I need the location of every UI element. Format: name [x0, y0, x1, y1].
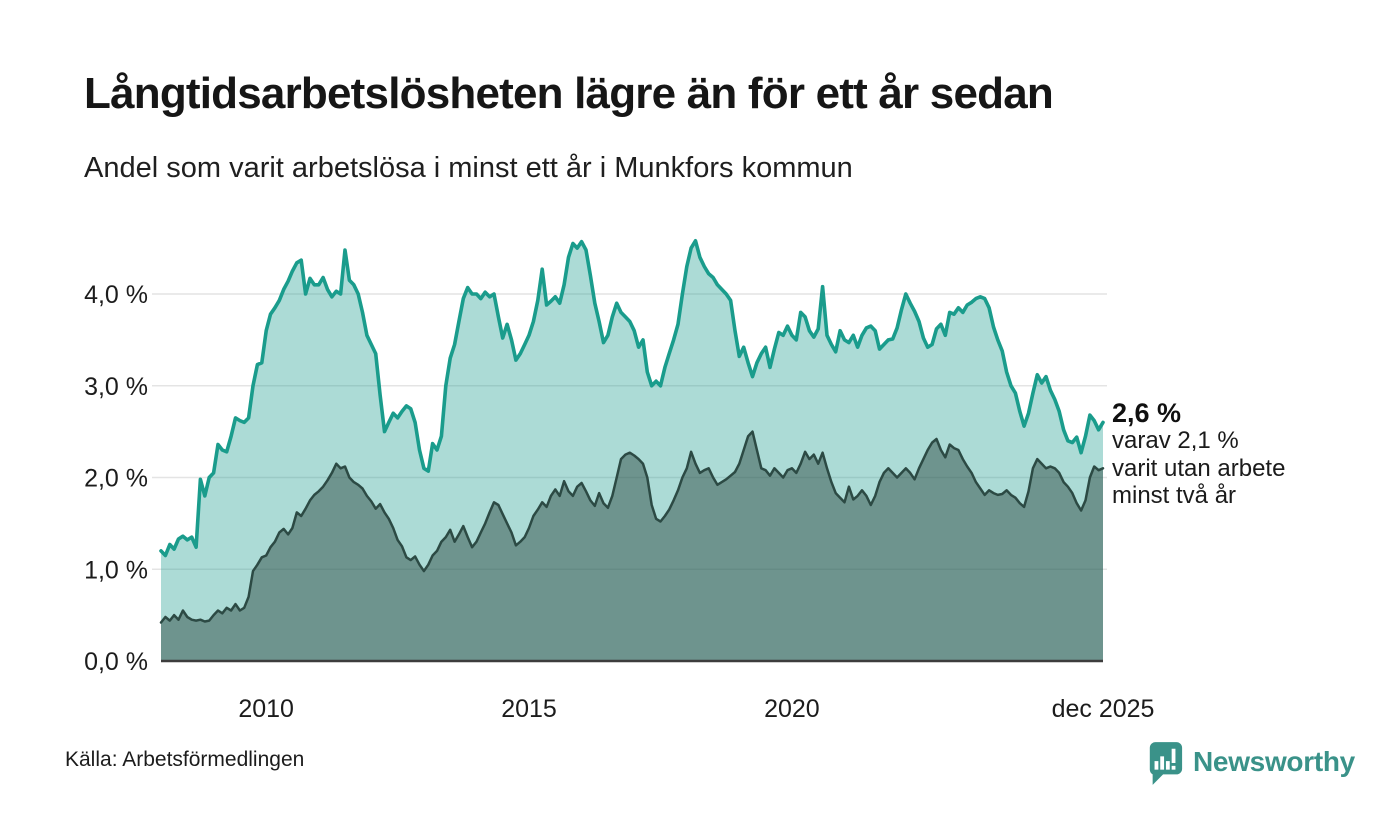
newsworthy-brand: Newsworthy: [1146, 740, 1355, 786]
newsworthy-logo-icon: [1149, 742, 1183, 785]
x-tick-label: dec 2025: [1052, 695, 1155, 723]
x-tick-label: 2020: [764, 695, 820, 723]
annotation-line-1: varav 2,1 %: [1112, 427, 1239, 455]
y-tick-label: 1,0 %: [84, 556, 148, 584]
source-note: Källa: Arbetsförmedlingen: [65, 748, 305, 771]
page-subtitle: Andel som varit arbetslösa i minst ett å…: [84, 152, 853, 184]
x-tick-label: 2015: [501, 695, 557, 723]
series-area-min-1yr: [161, 240, 1103, 662]
y-tick-label: 0,0 %: [84, 648, 148, 676]
annotation-line-2: varit utan arbete: [1112, 454, 1286, 482]
y-tick-label: 2,0 %: [84, 465, 148, 493]
latest-value-1yr: 2,6 %: [1112, 398, 1182, 428]
page-title: Långtidsarbetslösheten lägre än för ett …: [84, 69, 1054, 118]
x-tick-label: 2010: [238, 695, 294, 723]
annotation-line-3: minst två år: [1112, 482, 1237, 510]
series-area-min-2yr: [161, 431, 1103, 661]
series-line-min-1yr: [159, 239, 1105, 558]
y-tick-label: 3,0 %: [84, 373, 148, 401]
newsworthy-wordmark: Newsworthy: [1193, 746, 1355, 777]
latest-value-annotation: 2,6 % varav 2,1 % varit utan arbete mins…: [1112, 399, 1382, 509]
y-tick-label: 4,0 %: [84, 281, 148, 309]
series-line-min-2yr: [159, 430, 1105, 624]
